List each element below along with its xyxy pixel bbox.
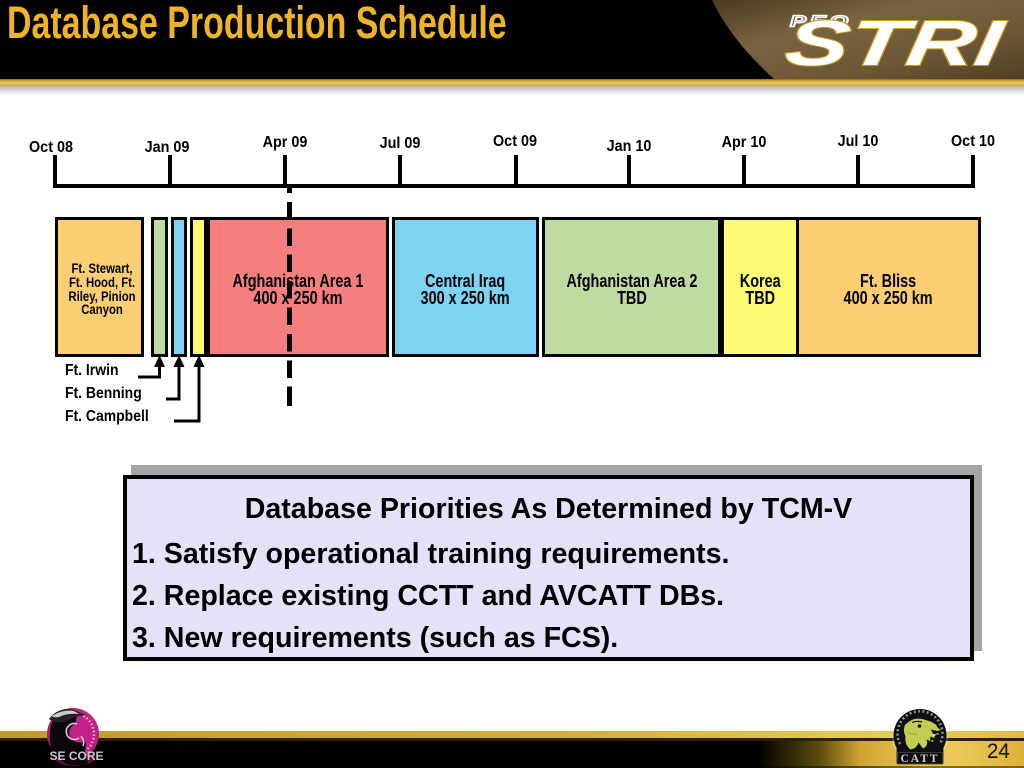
svg-text:PEO: PEO [790, 13, 852, 30]
svg-text:CATT: CATT [900, 753, 939, 765]
svg-text:STRI: STRI [781, 8, 1009, 79]
svg-text:SE CORE: SE CORE [50, 749, 104, 763]
